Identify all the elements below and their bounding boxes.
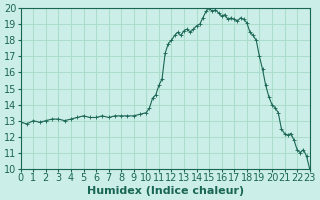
X-axis label: Humidex (Indice chaleur): Humidex (Indice chaleur) xyxy=(87,186,244,196)
